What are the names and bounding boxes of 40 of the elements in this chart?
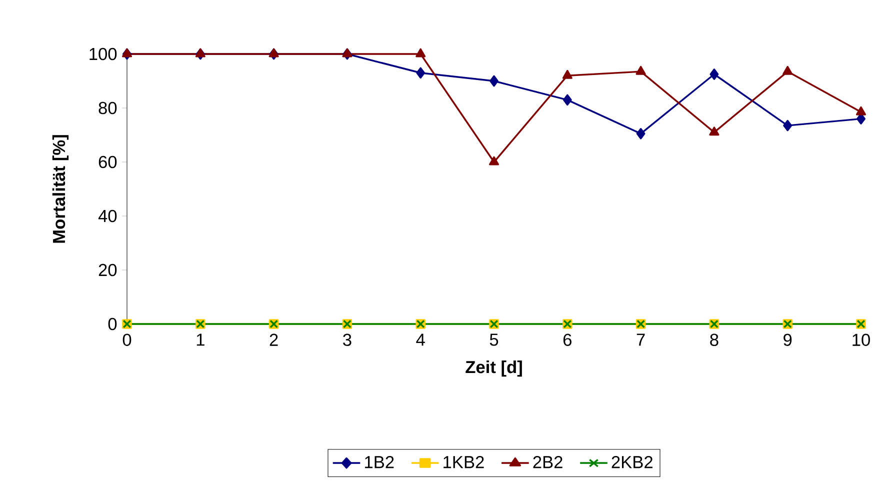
point bbox=[488, 156, 500, 166]
y-tick-label: 0 bbox=[108, 318, 117, 330]
y-tick-label: 60 bbox=[98, 156, 117, 168]
point bbox=[636, 66, 646, 75]
point bbox=[783, 120, 792, 132]
x-tick-label: 10 bbox=[852, 334, 870, 346]
x-tick-label: 3 bbox=[343, 334, 352, 346]
x-tick-label: 9 bbox=[784, 334, 792, 346]
point bbox=[562, 94, 572, 106]
point bbox=[709, 126, 720, 136]
y-tick-label: 100 bbox=[90, 48, 117, 60]
point bbox=[416, 67, 426, 79]
x-tick-label: 5 bbox=[490, 334, 498, 346]
point bbox=[342, 48, 352, 58]
legend-label: 1KB2 bbox=[444, 456, 484, 468]
x-tick-label: 7 bbox=[636, 334, 645, 346]
point bbox=[856, 106, 866, 116]
x-tick-label: 6 bbox=[563, 334, 572, 346]
point bbox=[782, 66, 793, 75]
point bbox=[490, 75, 498, 87]
x-tick-label: 4 bbox=[416, 334, 425, 346]
y-tick-label: 80 bbox=[98, 102, 117, 114]
point bbox=[636, 128, 646, 140]
x-tick-label: 8 bbox=[710, 334, 718, 346]
point bbox=[122, 48, 132, 58]
point bbox=[195, 48, 206, 58]
x-axis-title: Zeit [d] bbox=[466, 360, 522, 377]
x-tick-label: 2 bbox=[270, 334, 278, 346]
legend-label: 1B2 bbox=[365, 456, 394, 468]
y-tick-label: 20 bbox=[98, 264, 117, 276]
x-tick-label: 1 bbox=[196, 334, 204, 346]
point bbox=[710, 68, 719, 80]
point bbox=[562, 70, 572, 79]
point bbox=[268, 48, 279, 58]
legend-label: 2KB2 bbox=[612, 456, 652, 468]
x-tick-label: 0 bbox=[122, 334, 132, 346]
legend-label: 2B2 bbox=[533, 456, 562, 468]
point bbox=[416, 48, 426, 58]
y-tick-label: 40 bbox=[98, 210, 117, 222]
y-axis-title: Mortalität [%] bbox=[52, 135, 69, 243]
